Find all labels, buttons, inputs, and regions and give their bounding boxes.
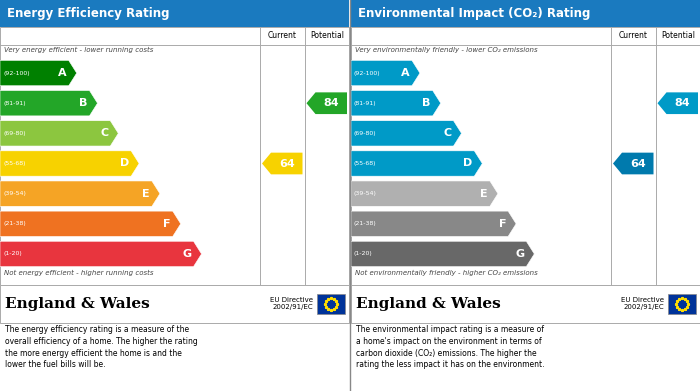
Polygon shape [351,91,441,116]
Text: (1-20): (1-20) [354,251,372,256]
Text: (55-68): (55-68) [354,161,377,166]
Text: B: B [422,98,430,108]
Polygon shape [351,211,516,237]
Text: Very environmentally friendly - lower CO₂ emissions: Very environmentally friendly - lower CO… [355,47,538,53]
Text: C: C [443,128,452,138]
Bar [317,294,345,314]
Polygon shape [351,241,534,267]
Bar [351,27,700,285]
Text: Not energy efficient - higher running costs: Not energy efficient - higher running co… [4,270,153,276]
Polygon shape [0,181,160,206]
Text: D: D [463,158,473,169]
Text: Not environmentally friendly - higher CO₂ emissions: Not environmentally friendly - higher CO… [355,270,538,276]
Text: Potential: Potential [310,32,344,41]
Text: (39-54): (39-54) [3,191,26,196]
Bar [0,27,349,285]
Polygon shape [0,211,181,237]
Text: 84: 84 [323,98,339,108]
Text: A: A [401,68,410,78]
Text: (39-54): (39-54) [354,191,377,196]
Text: 64: 64 [279,158,295,169]
Text: E: E [480,188,488,199]
Polygon shape [0,241,202,267]
Text: Potential: Potential [661,32,695,41]
Text: D: D [120,158,129,169]
Text: A: A [58,68,66,78]
Text: EU Directive
2002/91/EC: EU Directive 2002/91/EC [270,298,313,310]
Text: (69-80): (69-80) [3,131,26,136]
Text: (55-68): (55-68) [3,161,25,166]
Bar [0,0,349,27]
Text: Very energy efficient - lower running costs: Very energy efficient - lower running co… [4,47,153,53]
Text: (81-91): (81-91) [3,101,26,106]
Text: England & Wales: England & Wales [356,297,500,311]
Text: G: G [183,249,192,259]
Polygon shape [262,152,302,174]
Bar [351,0,700,27]
Text: 64: 64 [630,158,645,169]
Bar [351,285,700,323]
Polygon shape [307,92,347,114]
Text: (81-91): (81-91) [354,101,377,106]
Text: (21-38): (21-38) [3,221,26,226]
Polygon shape [0,60,77,86]
Text: The energy efficiency rating is a measure of the
overall efficiency of a home. T: The energy efficiency rating is a measur… [5,325,197,369]
Text: 84: 84 [674,98,690,108]
Text: F: F [498,219,506,229]
Text: England & Wales: England & Wales [5,297,150,311]
Text: F: F [163,219,171,229]
Polygon shape [0,121,118,146]
Text: B: B [79,98,88,108]
Polygon shape [613,152,654,174]
Polygon shape [657,92,698,114]
Polygon shape [0,91,97,116]
Polygon shape [351,181,498,206]
Text: (92-100): (92-100) [3,70,29,75]
Text: The environmental impact rating is a measure of
a home's impact on the environme: The environmental impact rating is a mea… [356,325,545,369]
Polygon shape [0,151,139,176]
Text: Current: Current [619,32,648,41]
Text: (21-38): (21-38) [354,221,377,226]
Bar [0,285,349,323]
Text: Environmental Impact (CO₂) Rating: Environmental Impact (CO₂) Rating [358,7,590,20]
Text: G: G [515,249,524,259]
Text: Current: Current [268,32,297,41]
Polygon shape [351,121,461,146]
Text: (92-100): (92-100) [354,70,381,75]
Text: (1-20): (1-20) [3,251,22,256]
Text: Energy Efficiency Rating: Energy Efficiency Rating [7,7,169,20]
Text: E: E [142,188,150,199]
Bar [668,294,696,314]
Text: (69-80): (69-80) [354,131,377,136]
Text: EU Directive
2002/91/EC: EU Directive 2002/91/EC [621,298,664,310]
Polygon shape [351,60,420,86]
Text: C: C [100,128,108,138]
Polygon shape [351,151,482,176]
